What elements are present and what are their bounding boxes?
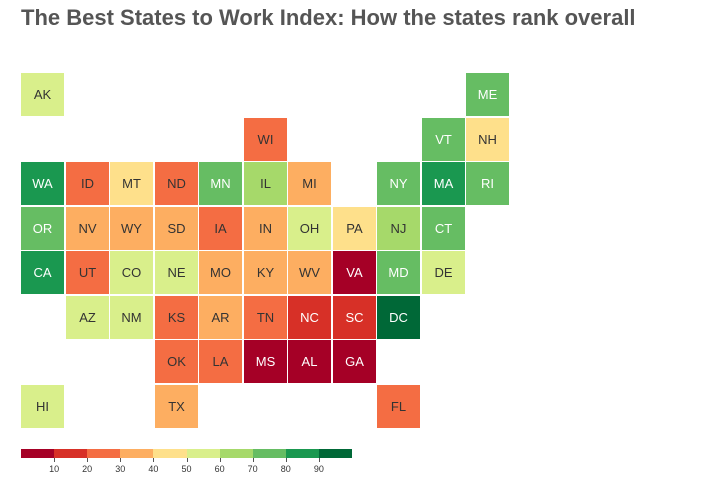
state-tile-or[interactable]: OR (21, 207, 64, 250)
state-tile-ri[interactable]: RI (466, 162, 509, 205)
state-tile-hi[interactable]: HI (21, 385, 64, 428)
state-tile-sd[interactable]: SD (155, 207, 198, 250)
state-tile-ny[interactable]: NY (377, 162, 420, 205)
state-tile-mo[interactable]: MO (199, 251, 242, 294)
state-tile-ca[interactable]: CA (21, 251, 64, 294)
state-tile-nc[interactable]: NC (288, 296, 331, 339)
state-tile-nv[interactable]: NV (66, 207, 109, 250)
state-tile-wa[interactable]: WA (21, 162, 64, 205)
state-tile-tx[interactable]: TX (155, 385, 198, 428)
state-tile-ne[interactable]: NE (155, 251, 198, 294)
legend-tick-mark (153, 458, 155, 462)
legend-tick-label: 10 (49, 464, 60, 474)
state-tile-la[interactable]: LA (199, 340, 242, 383)
legend-tick-mark (87, 458, 89, 462)
state-tile-nm[interactable]: NM (110, 296, 153, 339)
state-tile-co[interactable]: CO (110, 251, 153, 294)
state-tile-dc[interactable]: DC (377, 296, 420, 339)
state-tile-ma[interactable]: MA (422, 162, 465, 205)
legend-swatch (120, 449, 154, 458)
legend-tick-mark (186, 458, 188, 462)
legend-swatch (87, 449, 121, 458)
legend-tick-mark (219, 458, 221, 462)
state-tile-nd[interactable]: ND (155, 162, 198, 205)
map-title: The Best States to Work Index: How the s… (21, 5, 636, 30)
legend-tick-label: 90 (313, 464, 324, 474)
state-tile-id[interactable]: ID (66, 162, 109, 205)
legend-tick-mark (54, 458, 56, 462)
state-tile-wv[interactable]: WV (288, 251, 331, 294)
color-legend: 10 20 30 40 50 60 70 80 90 (21, 449, 353, 483)
state-tile-ct[interactable]: CT (422, 207, 465, 250)
state-tile-ut[interactable]: UT (66, 251, 109, 294)
legend-tick-mark (285, 458, 287, 462)
legend-swatch (54, 449, 88, 458)
state-tile-mi[interactable]: MI (288, 162, 331, 205)
legend-swatch (252, 449, 287, 458)
state-tile-tn[interactable]: TN (244, 296, 287, 339)
legend-tick-mark (120, 458, 122, 462)
state-tile-ga[interactable]: GA (333, 340, 376, 383)
legend-tick-label: 50 (181, 464, 192, 474)
state-tile-al[interactable]: AL (288, 340, 331, 383)
state-tile-in[interactable]: IN (244, 207, 287, 250)
legend-swatch (186, 449, 221, 458)
legend-tick-label: 20 (82, 464, 93, 474)
state-tile-pa[interactable]: PA (333, 207, 376, 250)
legend-tick-label: 40 (148, 464, 159, 474)
legend-swatch (318, 449, 353, 458)
state-tile-il[interactable]: IL (244, 162, 287, 205)
state-tile-ks[interactable]: KS (155, 296, 198, 339)
legend-tick-label: 80 (280, 464, 291, 474)
legend-swatch (219, 449, 254, 458)
state-tile-de[interactable]: DE (422, 251, 465, 294)
legend-swatch (153, 449, 187, 458)
legend-swatch (21, 449, 55, 458)
state-tile-sc[interactable]: SC (333, 296, 376, 339)
state-tile-ok[interactable]: OK (155, 340, 198, 383)
state-tile-ia[interactable]: IA (199, 207, 242, 250)
state-tile-nh[interactable]: NH (466, 118, 509, 161)
state-tile-vt[interactable]: VT (422, 118, 465, 161)
state-tile-va[interactable]: VA (333, 251, 376, 294)
legend-tick-label: 30 (115, 464, 126, 474)
state-tile-ar[interactable]: AR (199, 296, 242, 339)
state-tile-wi[interactable]: WI (244, 118, 287, 161)
state-tile-me[interactable]: ME (466, 73, 509, 116)
legend-tick-label: 60 (214, 464, 225, 474)
state-tile-md[interactable]: MD (377, 251, 420, 294)
state-tile-fl[interactable]: FL (377, 385, 420, 428)
state-tile-ky[interactable]: KY (244, 251, 287, 294)
legend-swatch (285, 449, 320, 458)
state-tile-mt[interactable]: MT (110, 162, 153, 205)
state-tile-az[interactable]: AZ (66, 296, 109, 339)
state-tile-mn[interactable]: MN (199, 162, 242, 205)
legend-tick-mark (318, 458, 320, 462)
legend-tick-mark (252, 458, 254, 462)
state-tile-ms[interactable]: MS (244, 340, 287, 383)
state-tile-nj[interactable]: NJ (377, 207, 420, 250)
state-tile-wy[interactable]: WY (110, 207, 153, 250)
state-tile-oh[interactable]: OH (288, 207, 331, 250)
legend-tick-label: 70 (247, 464, 258, 474)
state-tile-ak[interactable]: AK (21, 73, 64, 116)
